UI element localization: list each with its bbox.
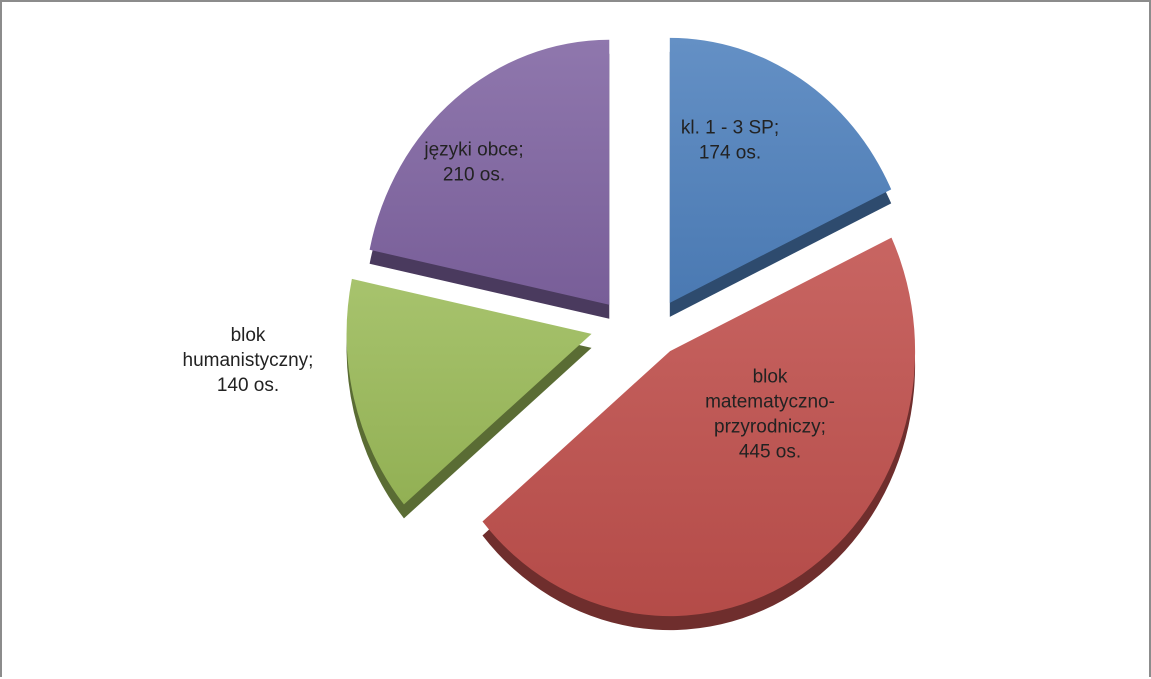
pie-slice	[669, 37, 892, 303]
pie-slice	[482, 237, 916, 617]
data-label-line: języki obce;	[423, 140, 523, 161]
data-label-line: przyrodniczy;	[714, 417, 826, 438]
data-label-line: 210 os.	[443, 165, 505, 186]
pie-slice	[369, 39, 610, 305]
data-label-line: 140 os.	[217, 375, 279, 396]
data-label: blok matematyczno-przyrodniczy; 445 os.	[705, 367, 835, 463]
data-label-line: matematyczno-	[705, 392, 835, 413]
data-label-line: 445 os.	[739, 442, 801, 463]
pie-tops	[346, 37, 916, 617]
data-label-line: humanistyczny;	[183, 350, 314, 371]
data-label-line: blok	[753, 367, 788, 388]
pie-labels: kl. 1 - 3 SP; 174 os. blok matematyczno-prz…	[183, 118, 835, 463]
data-label-line: kl. 1 - 3 SP;	[681, 118, 779, 139]
data-label-line: blok	[231, 325, 266, 346]
data-label: języki obce; 210 os.	[423, 140, 523, 186]
pie-slice	[346, 278, 592, 505]
data-label: blok humanistyczny; 140 os.	[183, 325, 314, 396]
data-label-line: 174 os.	[699, 143, 761, 164]
data-label: kl. 1 - 3 SP; 174 os.	[681, 118, 779, 164]
